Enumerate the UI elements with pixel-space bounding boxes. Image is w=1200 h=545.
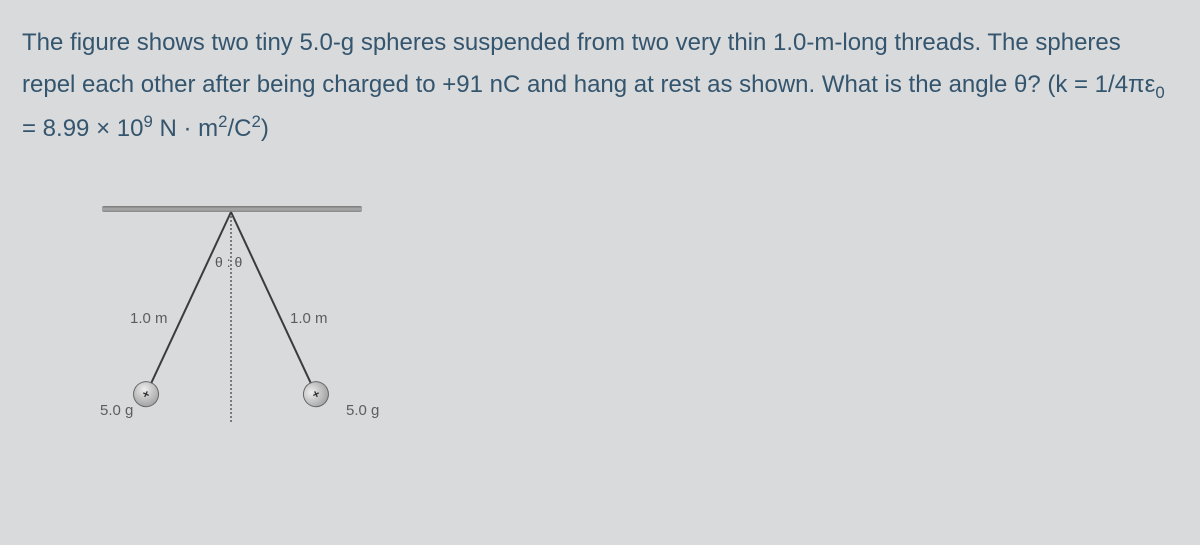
q-sup2b: 2 — [251, 112, 260, 131]
question-text: The figure shows two tiny 5.0-g spheres … — [22, 22, 1178, 150]
left-length-label: 1.0 m — [130, 310, 168, 327]
left-sphere: + — [129, 377, 164, 412]
right-thread: + — [230, 212, 312, 385]
q-part3: = 8.99 × 10 — [22, 115, 143, 142]
right-sphere-holder: + — [299, 377, 334, 412]
right-mass-label: 5.0 g — [346, 402, 379, 419]
left-thread: + — [150, 212, 232, 385]
theta-left: θ — [215, 254, 223, 270]
plus-icon: + — [310, 387, 322, 403]
q-charge: +91 nC — [442, 71, 520, 98]
left-mass-label: 5.0 g — [100, 402, 133, 419]
q-sub0: 0 — [1155, 83, 1164, 102]
q-part4: N · m — [153, 115, 218, 142]
angle-labels: θ : θ — [215, 254, 242, 270]
left-sphere-holder: + — [129, 377, 164, 412]
physics-problem: The figure shows two tiny 5.0-g spheres … — [0, 0, 1200, 470]
q-part5: /C — [227, 115, 251, 142]
q-sup9: 9 — [143, 112, 152, 131]
pendulum-figure: + + 1.0 m 1.0 m 5.0 g 5.0 g θ : θ — [82, 180, 402, 470]
plus-icon: + — [140, 387, 152, 403]
q-part6: ) — [261, 115, 269, 142]
colon-separator: : — [227, 254, 231, 270]
theta-right: θ — [234, 254, 242, 270]
right-length-label: 1.0 m — [290, 310, 328, 327]
q-part2: and hang at rest as shown. What is the a… — [520, 71, 1155, 98]
right-sphere: + — [299, 377, 334, 412]
vertical-dashed-guide — [230, 212, 232, 422]
